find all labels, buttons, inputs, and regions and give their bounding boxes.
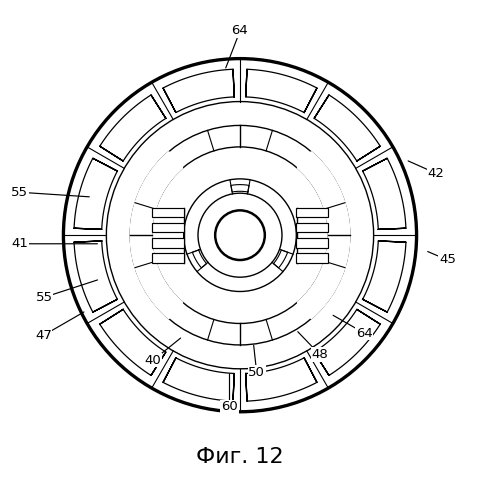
Polygon shape xyxy=(74,158,117,230)
Polygon shape xyxy=(314,309,380,375)
Text: 40: 40 xyxy=(145,354,162,367)
Text: 55: 55 xyxy=(36,291,53,304)
Text: 50: 50 xyxy=(248,366,265,379)
Bar xyxy=(152,238,184,248)
Polygon shape xyxy=(246,69,317,113)
Polygon shape xyxy=(363,158,406,230)
Polygon shape xyxy=(100,95,166,161)
Text: 41: 41 xyxy=(11,237,28,250)
Text: 45: 45 xyxy=(439,253,456,266)
Bar xyxy=(296,208,328,217)
Bar xyxy=(152,208,184,217)
Text: 48: 48 xyxy=(312,348,328,361)
Bar xyxy=(296,253,328,263)
Text: 60: 60 xyxy=(221,401,238,414)
Text: 64: 64 xyxy=(356,326,372,339)
Polygon shape xyxy=(314,95,380,161)
Text: 55: 55 xyxy=(11,186,28,199)
Text: Фиг. 12: Фиг. 12 xyxy=(196,447,284,467)
Text: 42: 42 xyxy=(427,167,444,180)
Bar xyxy=(152,253,184,263)
Polygon shape xyxy=(297,152,350,319)
Text: 64: 64 xyxy=(232,24,248,37)
Polygon shape xyxy=(130,152,183,319)
Polygon shape xyxy=(274,250,288,268)
Polygon shape xyxy=(246,358,317,401)
Text: 47: 47 xyxy=(35,329,52,342)
Polygon shape xyxy=(363,241,406,312)
Polygon shape xyxy=(100,309,166,375)
Polygon shape xyxy=(231,185,249,192)
Bar xyxy=(296,223,328,233)
Bar xyxy=(152,223,184,233)
Polygon shape xyxy=(163,358,234,401)
Bar xyxy=(296,238,328,248)
Polygon shape xyxy=(163,69,234,113)
Polygon shape xyxy=(74,241,117,312)
Polygon shape xyxy=(192,250,206,268)
